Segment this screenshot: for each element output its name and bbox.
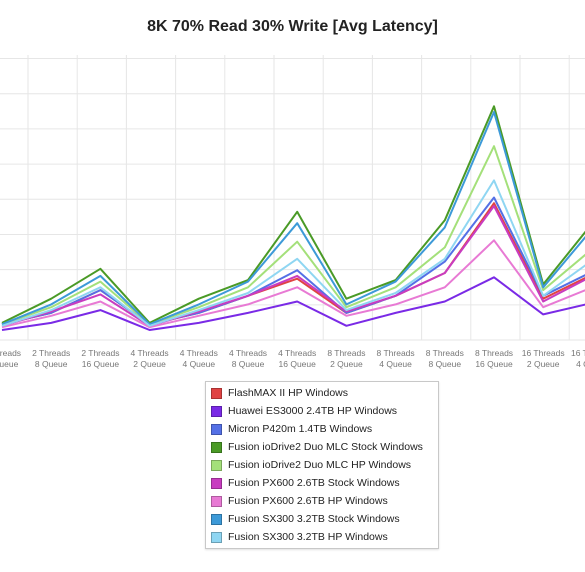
legend-swatch [211, 387, 222, 399]
legend-label: Huawei ES3000 2.4TB HP Windows [228, 405, 398, 417]
legend-label: Fusion ioDrive2 Duo MLC HP Windows [228, 459, 412, 471]
series-line-1 [1, 276, 585, 331]
x-tick-label: 4 Queue [182, 359, 215, 369]
series-lines [1, 105, 585, 331]
x-tick-label: 16 Threads [522, 348, 565, 358]
x-tick-label: 16 Queue [279, 359, 317, 369]
x-tick-label: 8 Queue [35, 359, 68, 369]
grid-lines [0, 55, 585, 341]
chart-title: 8K 70% Read 30% Write [Avg Latency] [147, 18, 438, 35]
series-line-3 [1, 105, 585, 324]
legend-swatch [211, 513, 222, 525]
x-tick-label: 8 Threads [426, 348, 464, 358]
x-tick-label: 2 Threads [32, 348, 70, 358]
legend-swatch [211, 423, 222, 435]
x-tick-label: 4 Queue [576, 359, 585, 369]
x-tick-label: 4 Threads [131, 348, 169, 358]
x-tick-label: 2 Queue [527, 359, 560, 369]
legend-swatch [211, 441, 222, 453]
legend-swatch [211, 531, 222, 543]
series-line-0 [1, 202, 585, 326]
legend-label: Fusion PX600 2.6TB HP Windows [228, 495, 388, 507]
x-tick-label: 4 Queue [0, 359, 19, 369]
legend-item[interactable]: Fusion ioDrive2 Duo MLC HP Windows [211, 457, 411, 473]
x-tick-label: 4 Threads [229, 348, 267, 358]
legend-label: Fusion SX300 3.2TB Stock Windows [228, 513, 400, 525]
legend-item[interactable]: Fusion PX600 2.6TB Stock Windows [211, 475, 400, 491]
legend-swatch [211, 495, 222, 507]
legend-swatch [211, 477, 222, 489]
legend-label: FlashMAX II HP Windows [228, 387, 349, 399]
legend-item[interactable]: Fusion PX600 2.6TB HP Windows [211, 493, 388, 509]
series-line-2 [1, 196, 585, 326]
series-line-8 [1, 179, 585, 327]
x-tick-label: 2 Queue [330, 359, 363, 369]
series-line-7 [1, 111, 585, 326]
legend-label: Fusion SX300 3.2TB HP Windows [228, 531, 388, 543]
x-tick-label: 4 Queue [379, 359, 412, 369]
x-tick-label: 8 Queue [428, 359, 461, 369]
x-tick-label: 4 Threads [180, 348, 218, 358]
series-line-6 [1, 239, 585, 329]
x-tick-label: 16 Threads [571, 348, 585, 358]
x-tick-label: 16 Queue [475, 359, 513, 369]
legend-item[interactable]: Fusion SX300 3.2TB Stock Windows [211, 511, 400, 527]
legend-item[interactable]: FlashMAX II HP Windows [211, 385, 348, 401]
x-tick-label: 4 Threads [278, 348, 316, 358]
x-tick-label: 4 Threads [0, 348, 21, 358]
legend-item[interactable]: Fusion ioDrive2 Duo MLC Stock Windows [211, 439, 423, 455]
x-tick-label: 2 Threads [81, 348, 119, 358]
legend-item[interactable]: Fusion SX300 3.2TB HP Windows [211, 529, 388, 545]
x-tick-label: 8 Threads [327, 348, 365, 358]
legend-label: Fusion ioDrive2 Duo MLC Stock Windows [228, 441, 423, 453]
legend-swatch [211, 459, 222, 471]
x-tick-label: 8 Threads [475, 348, 513, 358]
legend-item[interactable]: Micron P420m 1.4TB Windows [211, 421, 372, 437]
x-tick-label: 16 Queue [82, 359, 120, 369]
legend-label: Micron P420m 1.4TB Windows [228, 423, 373, 435]
legend-label: Fusion PX600 2.6TB Stock Windows [228, 477, 400, 489]
legend: FlashMAX II HP Windows Huawei ES3000 2.4T… [205, 381, 439, 549]
legend-swatch [211, 405, 222, 417]
x-tick-label: 8 Queue [232, 359, 265, 369]
x-tick-label: 8 Threads [377, 348, 415, 358]
legend-item[interactable]: Huawei ES3000 2.4TB HP Windows [211, 403, 397, 419]
series-line-4 [1, 145, 585, 326]
series-line-5 [1, 205, 585, 327]
x-tick-label: 2 Queue [133, 359, 166, 369]
